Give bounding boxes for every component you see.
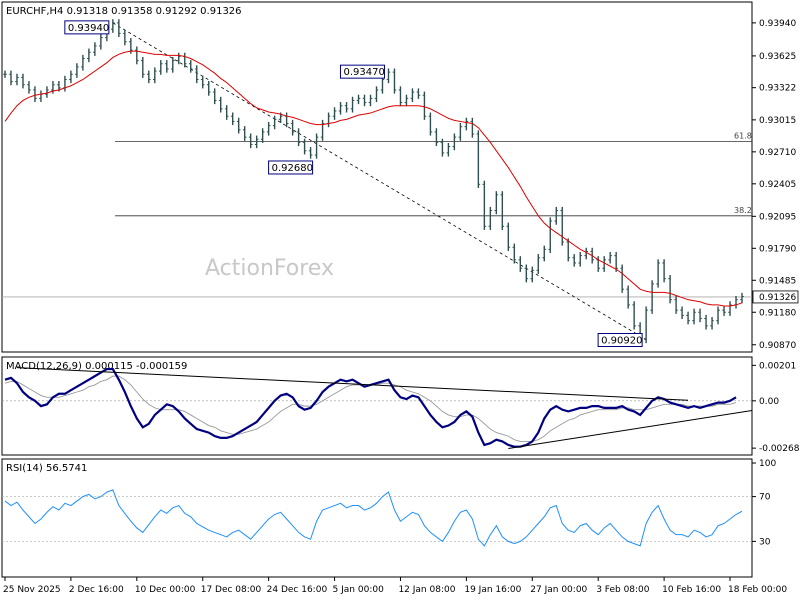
rsi-plot: 100 70 30: [2, 459, 776, 547]
price-tick-label: 0.93625: [759, 52, 796, 62]
watermark: ActionForex: [205, 256, 334, 281]
time-tick-label: 19 Jan 16:00: [464, 585, 521, 595]
price-tick-label: 0.91180: [759, 308, 796, 318]
price-tick-label: 0.92095: [759, 212, 796, 222]
macd-upper-trendline: [16, 367, 689, 401]
price-tick-label: 0.92710: [759, 148, 796, 158]
time-tick-label: 5 Jan 00:00: [333, 585, 385, 595]
rsi-tick-label: 100: [759, 459, 776, 469]
rsi-tick-label: 30: [759, 537, 771, 547]
rsi-header: RSI(14) 56.5741: [6, 463, 87, 474]
price-annotation-box: [597, 333, 643, 348]
price-annotation-label: 0.90920: [601, 336, 642, 347]
price-annotation-box: [268, 160, 314, 175]
fib-level-label: 38.2: [734, 206, 752, 215]
price-annotation-box: [339, 64, 385, 79]
time-tick-label: 10 Dec 00:00: [135, 585, 196, 595]
time-tick-label: 24 Dec 16:00: [267, 585, 328, 595]
price-annotation-label: 0.93470: [343, 67, 384, 78]
macd-panel-frame: [1, 356, 753, 456]
price-trendline: [112, 22, 647, 340]
time-tick-label: 27 Jan 00:00: [530, 585, 587, 595]
price-annotation-label: 0.93940: [68, 23, 109, 34]
time-axis: 25 Nov 2025 2 Dec 16:00 10 Dec 00:00 17 Dec…: [3, 577, 787, 595]
time-tick-label: 25 Nov 2025: [3, 585, 61, 595]
price-header: EURCHF,H4 0.91318 0.91358 0.91292 0.9132…: [6, 6, 242, 17]
macd-header: MACD(12,26,9) 0.000115 -0.000159: [6, 361, 187, 372]
price-annotation-label: 0.92680: [272, 163, 313, 174]
rsi-tick-label: 70: [759, 493, 771, 503]
price-axis: 0.93940 0.93625 0.93322 0.93015 0.92710 0.924…: [752, 19, 796, 351]
time-tick-label: 10 Feb 16:00: [662, 585, 721, 595]
price-plot: 61.8 38.2 0.93940 0.93470 0.92680 0.90920 0.91…: [2, 19, 799, 348]
time-tick-label: 17 Dec 08:00: [201, 585, 262, 595]
current-price-tag: [752, 290, 799, 304]
time-tick-label: 18 Feb 00:00: [728, 585, 787, 595]
macd-tick-label: 0.00201: [759, 361, 796, 371]
macd-lower-trendline: [508, 410, 753, 449]
price-tick-label: 0.92405: [759, 180, 796, 190]
fib-level-label: 61.8: [734, 131, 752, 140]
rsi-line: [4, 489, 743, 547]
price-tick-label: 0.93322: [759, 84, 796, 94]
price-tick-label: 0.93940: [759, 19, 796, 29]
time-tick-label: 12 Jan 08:00: [398, 585, 455, 595]
time-tick-label: 3 Feb 08:00: [596, 585, 650, 595]
time-tick-label: 2 Dec 16:00: [69, 585, 124, 595]
moving-average-line: [4, 50, 743, 307]
macd-tick-label: 0.00: [759, 397, 779, 407]
rsi-panel-frame: [1, 458, 753, 578]
price-tick-label: 0.91790: [759, 244, 796, 254]
price-tick-label: 0.91485: [759, 276, 796, 286]
price-tick-label: 0.93015: [759, 116, 796, 126]
price-panel-frame: [1, 1, 753, 353]
price-tick-label: 0.90870: [759, 341, 796, 351]
price-annotation-box: [64, 20, 110, 35]
current-price-label: 0.91326: [759, 293, 796, 303]
